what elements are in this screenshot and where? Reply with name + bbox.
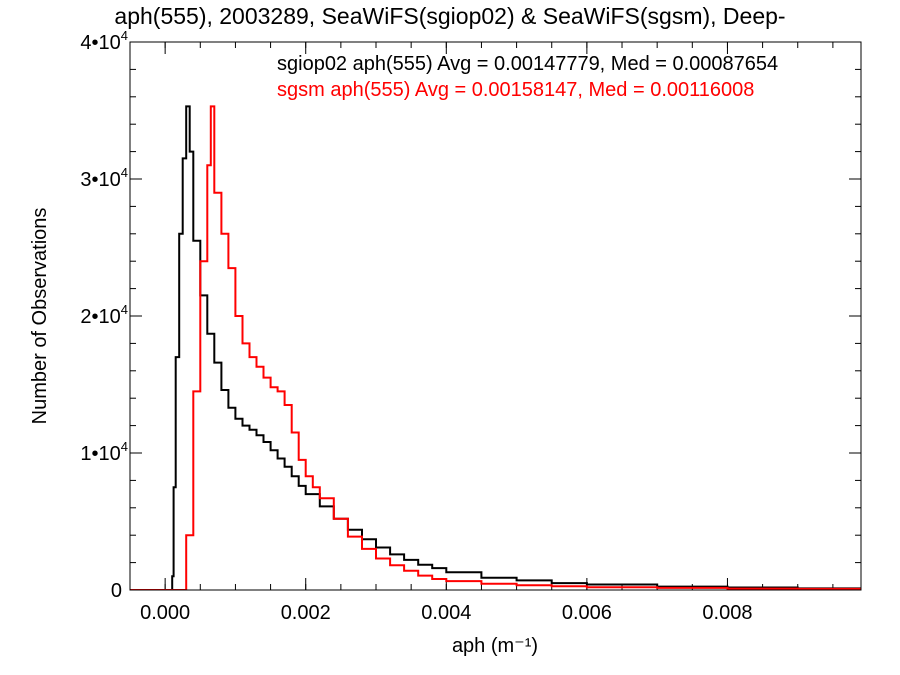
x-tick-label: 0.000 <box>140 602 190 624</box>
y-tick-label: 3•104 <box>80 165 128 191</box>
y-axis-label: Number of Observations <box>29 208 51 425</box>
series-line-sgsm <box>130 105 861 590</box>
y-tick-label: 1•104 <box>80 439 128 465</box>
series-line-sgiop02 <box>130 105 861 590</box>
x-tick-label: 0.002 <box>281 602 331 624</box>
legend-annotations: sgiop02 aph(555) Avg = 0.00147779, Med =… <box>277 53 778 101</box>
plot-area: 0.000 0.002 0.004 0.006 0.008 0 1•104 2•104 3•10… <box>80 28 862 624</box>
x-tick-label: 0.006 <box>562 602 612 624</box>
y-tick-label: 0 <box>111 580 122 602</box>
stats-annotation-2: sgsm aph(555) Avg = 0.00158147, Med = 0.… <box>277 79 754 101</box>
y-tick-label: 2•104 <box>80 302 128 328</box>
x-axis-label: aph (m⁻¹) <box>452 635 538 657</box>
x-tick-label: 0.008 <box>702 602 752 624</box>
data-series-group <box>130 105 861 590</box>
chart-title: aph(555), 2003289, SeaWiFS(sgiop02) & Se… <box>114 3 785 29</box>
stats-annotation-1: sgiop02 aph(555) Avg = 0.00147779, Med =… <box>277 53 778 75</box>
y-tick-label: 4•104 <box>80 28 128 54</box>
plot-frame <box>129 41 862 591</box>
x-tick-label: 0.004 <box>421 602 471 624</box>
